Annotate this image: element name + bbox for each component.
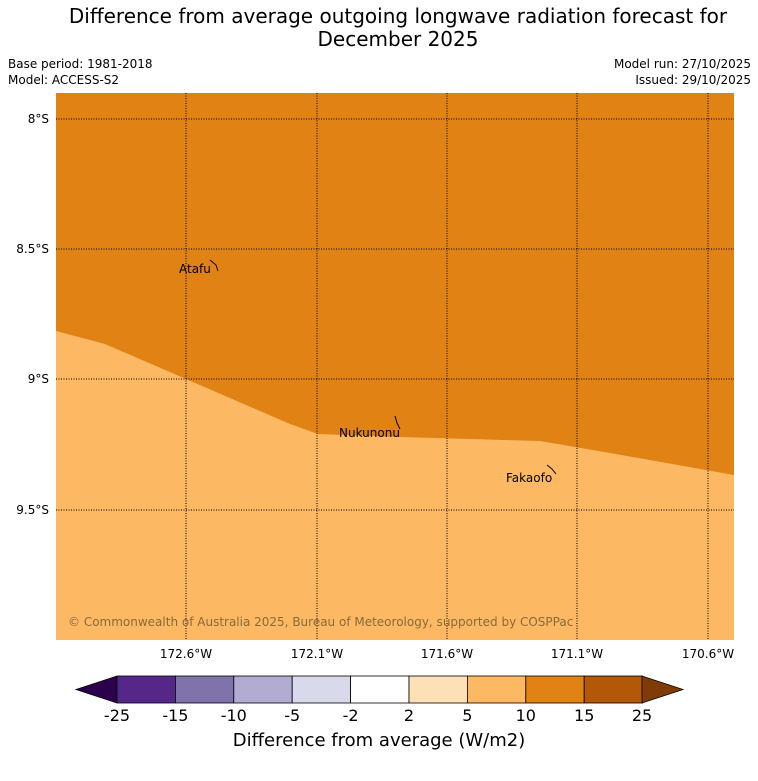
atafu-outline bbox=[209, 259, 219, 272]
colorbar-title: Difference from average (W/m2) bbox=[232, 730, 526, 751]
page-title: Difference from average outgoing longwav… bbox=[0, 5, 758, 51]
colorbar-segment-9 bbox=[583, 675, 644, 704]
atoll-outlines bbox=[209, 259, 557, 475]
place-fakaofo: Fakaofo bbox=[506, 471, 552, 485]
lower-region bbox=[56, 331, 734, 640]
colorbar-segment-4 bbox=[291, 675, 352, 704]
meta-left: Base period: 1981-2018 Model: ACCESS-S2 bbox=[8, 56, 153, 88]
colorbar-segment-7 bbox=[466, 675, 527, 704]
model-run: Model run: 27/10/2025 bbox=[613, 57, 751, 71]
colorbar-segment-6 bbox=[408, 675, 468, 704]
cb-tick-7: 10 bbox=[515, 706, 536, 725]
lat-label-9s: 9°S bbox=[28, 372, 49, 386]
lat-label-8s: 8°S bbox=[28, 112, 49, 126]
colorbar-extend-low bbox=[74, 675, 118, 704]
cb-tick-5: 2 bbox=[403, 706, 415, 725]
colorbar-segment-5 bbox=[350, 675, 410, 704]
cb-tick-2: -10 bbox=[220, 706, 247, 725]
colorbar-segment-8 bbox=[525, 675, 585, 704]
place-nukunonu: Nukunonu bbox=[339, 426, 400, 440]
cb-tick-3: -5 bbox=[284, 706, 301, 725]
fakaofo-outline bbox=[546, 464, 557, 475]
lon-label-172-6w: 172.6°W bbox=[160, 647, 212, 661]
title-line-1: Difference from average outgoing longwav… bbox=[68, 4, 728, 28]
cb-tick-4: -2 bbox=[342, 706, 359, 725]
cb-tick-9: 25 bbox=[631, 706, 653, 725]
colorbar-segment-1 bbox=[116, 675, 176, 704]
issued-date: Issued: 29/10/2025 bbox=[635, 73, 751, 87]
cb-tick-6: 5 bbox=[462, 706, 473, 725]
colorbar bbox=[74, 675, 685, 704]
title-line-2: December 2025 bbox=[317, 27, 479, 51]
lat-label-8-5s: 8.5°S bbox=[16, 242, 49, 256]
cb-tick-8: 15 bbox=[574, 706, 595, 725]
cb-tick-0: -25 bbox=[103, 706, 131, 725]
model-name: Model: ACCESS-S2 bbox=[8, 73, 120, 87]
meta-right: Model run: 27/10/2025 Issued: 29/10/2025 bbox=[614, 56, 751, 88]
lon-label-171-1w: 171.1°W bbox=[551, 647, 603, 661]
colorbar-segment-3 bbox=[233, 675, 293, 704]
copyright-notice: © Commonwealth of Australia 2025, Bureau… bbox=[68, 615, 573, 629]
gridlines bbox=[56, 93, 734, 640]
lon-label-172-1w: 172.1°W bbox=[291, 647, 343, 661]
lon-label-170-6w: 170.6°W bbox=[682, 647, 734, 661]
nukunonu-outline bbox=[394, 415, 401, 430]
base-period: Base period: 1981-2018 bbox=[8, 57, 153, 71]
lon-label-171-6w: 171.6°W bbox=[421, 647, 473, 661]
colorbar-segment-2 bbox=[174, 675, 235, 704]
place-atafu: Atafu bbox=[179, 262, 211, 276]
cb-tick-1: -15 bbox=[162, 706, 189, 725]
lat-label-9-5s: 9.5°S bbox=[16, 503, 49, 517]
colorbar-extend-high bbox=[641, 675, 685, 704]
